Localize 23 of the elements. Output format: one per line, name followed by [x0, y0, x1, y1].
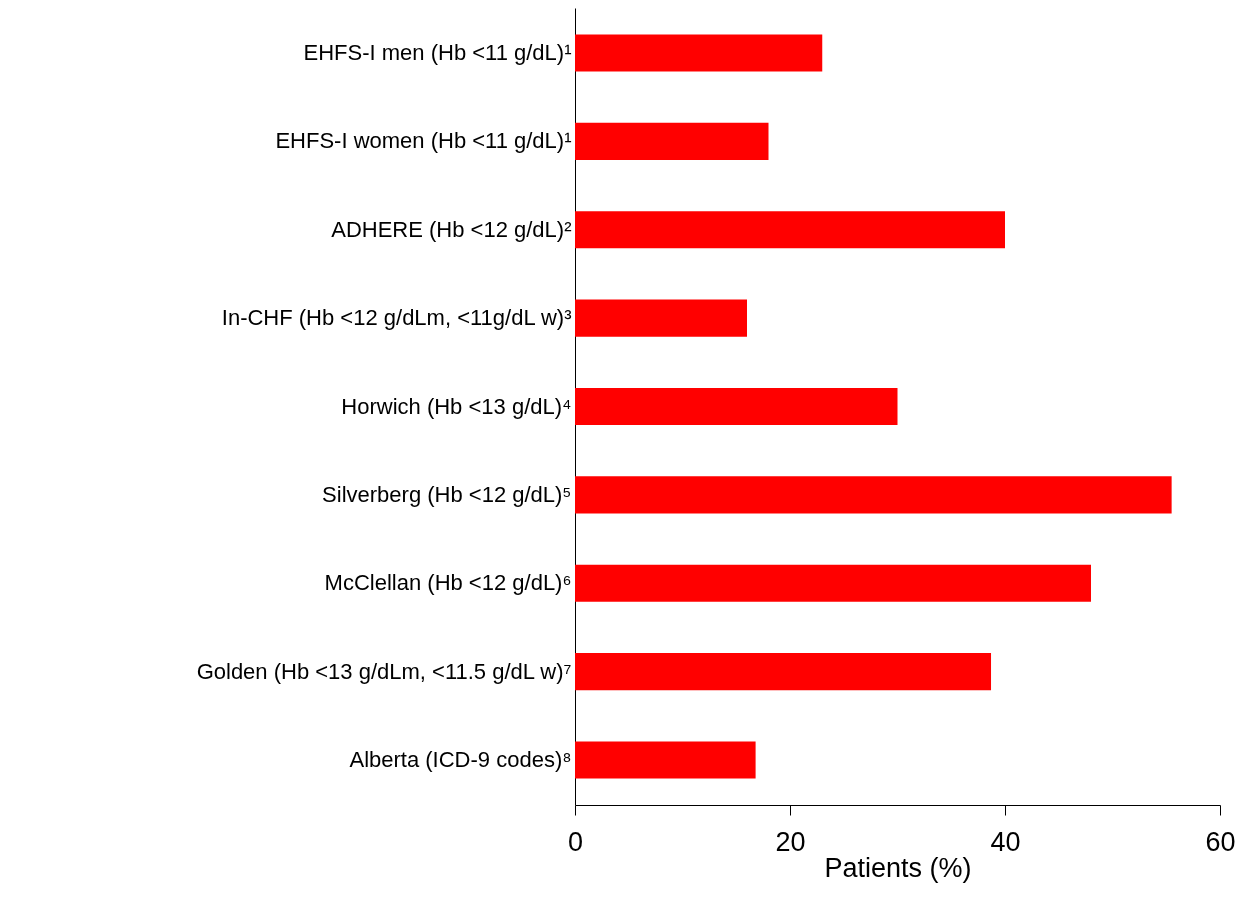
x-tick-label: 40: [990, 826, 1021, 857]
y-tick-label: EHFS-I men (Hb <11 g/dL)¹: [303, 40, 572, 66]
y-tick-label: Horwich (Hb <13 g/dL)⁴: [341, 393, 572, 419]
y-tick-label: Alberta (ICD-9 codes)⁸: [349, 746, 572, 772]
bar: [575, 564, 1091, 602]
y-tick-label: In-CHF (Hb <12 g/dLm, <11g/dL w)³: [221, 305, 572, 331]
bar: [575, 299, 747, 337]
bar: [575, 653, 992, 691]
x-tick-label: 20: [775, 826, 806, 857]
y-tick-label: EHFS-I women (Hb <11 g/dL)¹: [275, 128, 572, 154]
x-axis-title: Patients (%): [824, 852, 972, 883]
y-tick-label: ADHERE (Hb <12 g/dL)²: [331, 216, 572, 242]
bar: [575, 741, 756, 779]
y-tick-label: Silverberg (Hb <12 g/dL)⁵: [322, 481, 572, 507]
x-tick-label: 60: [1205, 826, 1236, 857]
bar: [575, 476, 1172, 514]
bar: [575, 211, 1005, 249]
bar: [575, 34, 823, 72]
bar: [575, 122, 769, 160]
bar: [575, 387, 898, 426]
y-tick-label: McClellan (Hb <12 g/dL)⁶: [324, 570, 572, 596]
y-tick-label: Golden (Hb <13 g/dLm, <11.5 g/dL w)⁷: [196, 658, 572, 684]
x-tick-label: 0: [567, 826, 584, 857]
